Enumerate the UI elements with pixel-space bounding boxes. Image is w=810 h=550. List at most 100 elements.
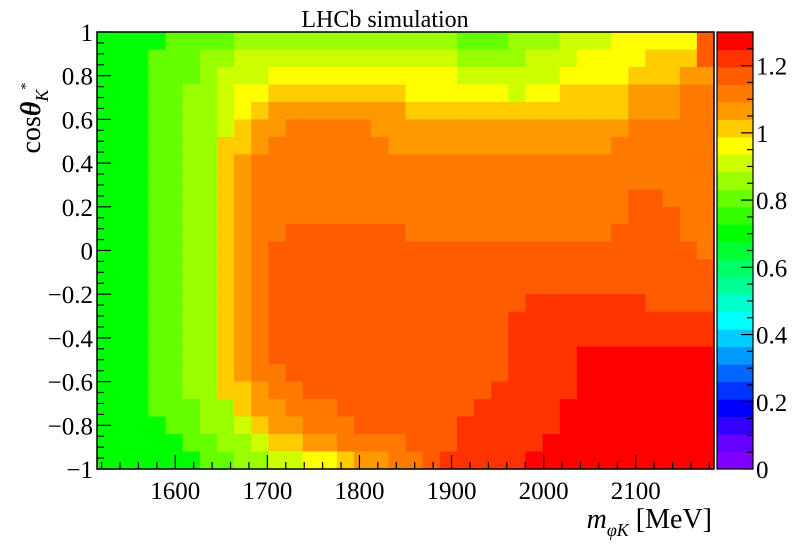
heatmap-cell xyxy=(302,49,321,68)
heatmap-cell xyxy=(611,154,629,173)
heatmap-cell xyxy=(576,171,595,190)
heatmap-cell xyxy=(336,101,355,120)
heatmap-cell xyxy=(388,416,407,435)
heatmap-cell xyxy=(131,311,150,330)
heatmap-cell xyxy=(474,364,492,383)
heatmap-cell xyxy=(508,84,527,103)
heatmap-cell xyxy=(285,364,304,383)
heatmap-cell xyxy=(696,399,715,418)
heatmap-cell xyxy=(165,101,184,120)
heatmap-cell xyxy=(199,346,218,365)
heatmap-cell xyxy=(474,171,492,190)
heatmap-cell xyxy=(439,294,458,313)
heatmap-cell xyxy=(594,189,612,208)
heatmap-cell xyxy=(234,259,252,278)
heatmap-cell xyxy=(131,154,150,173)
heatmap-cell xyxy=(679,206,698,225)
heatmap-cell xyxy=(508,346,527,365)
colorbar-segment xyxy=(717,189,753,208)
heatmap-cell xyxy=(576,224,595,243)
heatmap-cell xyxy=(576,451,595,470)
colorbar-segment xyxy=(717,32,753,50)
heatmap-cell xyxy=(645,434,664,453)
heatmap-cell xyxy=(456,136,475,155)
heatmap-cell xyxy=(388,49,407,68)
heatmap-cell xyxy=(679,101,698,120)
heatmap-cell xyxy=(182,434,201,453)
heatmap-cell xyxy=(165,311,184,330)
heatmap-cell xyxy=(645,364,664,383)
heatmap-cell xyxy=(148,49,167,68)
heatmap-cell xyxy=(354,224,372,243)
heatmap-cell xyxy=(439,224,458,243)
heatmap-cell xyxy=(216,381,235,400)
heatmap-cell xyxy=(285,329,304,348)
heatmap-cell xyxy=(576,66,595,86)
heatmap-cell xyxy=(679,346,698,365)
heatmap-cell xyxy=(611,329,629,348)
heatmap-cell xyxy=(662,259,681,278)
heatmap-cell xyxy=(508,224,527,243)
heatmap-cell xyxy=(662,399,681,418)
heatmap-cell xyxy=(679,381,698,400)
heatmap-cell xyxy=(456,311,475,330)
heatmap-cell xyxy=(371,434,389,453)
heatmap-cell xyxy=(576,416,595,435)
heatmap-cell xyxy=(388,434,407,453)
heatmap-cell xyxy=(542,241,561,260)
heatmap-cell xyxy=(285,66,304,86)
heatmap-cell xyxy=(97,276,115,295)
heatmap-cell xyxy=(251,171,269,190)
colorbar-tick-label: 0.4 xyxy=(756,323,788,350)
heatmap-cell xyxy=(422,49,441,68)
heatmap-cell xyxy=(131,119,150,138)
heatmap-cell xyxy=(611,381,629,400)
heatmap-cell xyxy=(199,311,218,330)
heatmap-cell xyxy=(131,66,150,86)
heatmap-cell xyxy=(628,119,647,138)
heatmap-cell xyxy=(319,224,338,243)
heatmap-cell xyxy=(662,66,681,86)
heatmap-cell xyxy=(302,84,321,103)
heatmap-cell xyxy=(336,399,355,418)
heatmap-cell xyxy=(234,66,252,86)
heatmap-cell xyxy=(216,49,235,68)
heatmap-cell xyxy=(628,451,647,470)
heatmap-cell xyxy=(611,206,629,225)
heatmap-cell xyxy=(302,329,321,348)
heatmap-cell xyxy=(474,206,492,225)
heatmap-cell xyxy=(251,66,269,86)
heatmap-cell xyxy=(234,119,252,138)
heatmap-cell xyxy=(662,276,681,295)
heatmap-cell xyxy=(97,32,115,51)
heatmap-cell xyxy=(199,49,218,68)
heatmap-cell xyxy=(491,416,509,435)
heatmap-cell xyxy=(508,119,527,138)
heatmap-cell xyxy=(405,84,424,103)
heatmap-cell xyxy=(165,171,184,190)
heatmap-cell xyxy=(216,294,235,313)
heatmap-cell xyxy=(679,84,698,103)
heatmap-cell xyxy=(388,66,407,86)
heatmap-cell xyxy=(474,101,492,120)
heatmap-cell xyxy=(216,434,235,453)
colorbar-segment xyxy=(717,416,753,435)
heatmap-cell xyxy=(696,451,715,470)
heatmap-cell xyxy=(234,276,252,295)
heatmap-cell xyxy=(234,136,252,155)
y-tick-label: 0.6 xyxy=(62,107,93,134)
heatmap-cell xyxy=(542,171,561,190)
heatmap-cell xyxy=(388,346,407,365)
heatmap-cell xyxy=(662,346,681,365)
heatmap-cell xyxy=(679,311,698,330)
heatmap-cell xyxy=(336,66,355,86)
heatmap-cell xyxy=(114,154,132,173)
heatmap-cell xyxy=(576,329,595,348)
heatmap-cell xyxy=(131,294,150,313)
heatmap-cell xyxy=(594,101,612,120)
heatmap-cell xyxy=(336,416,355,435)
heatmap-cell xyxy=(525,276,544,295)
heatmap-cell xyxy=(199,329,218,348)
heatmap-cell xyxy=(319,311,338,330)
heatmap-cell xyxy=(182,241,201,260)
